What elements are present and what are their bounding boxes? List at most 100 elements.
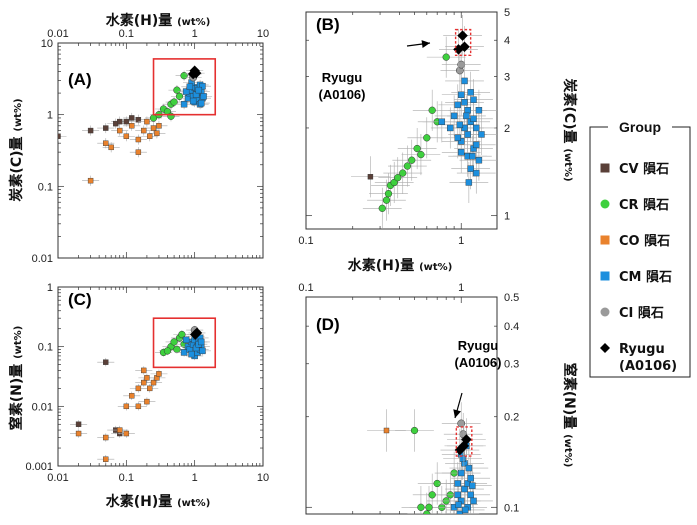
panel-b: 0.1 1 1 2 3 4 5 水素(H)量 (wt%) 炭素(C)量 (wt%) (B) Ryug…: [298, 7, 578, 274]
point-cr: [423, 134, 431, 142]
x-tick-label: 0.1: [119, 472, 134, 484]
point-cr: [173, 86, 181, 94]
minor-ticks: [57, 287, 263, 467]
point-cr: [384, 190, 393, 198]
point-ryugu: [189, 65, 200, 77]
plot-frame: [57, 42, 264, 259]
point-cm: [458, 469, 465, 477]
point-co: [141, 127, 147, 134]
point-co: [135, 136, 142, 143]
minor-ticks: [57, 43, 263, 259]
y-tick-label: 0.1: [38, 181, 53, 193]
point-cr: [378, 204, 386, 212]
point-cm: [454, 491, 461, 499]
ryugu-highlight-box: [454, 28, 472, 57]
point-cm: [465, 464, 473, 472]
legend-title: Group: [619, 119, 661, 135]
legend-item-cr: CR 隕石: [600, 198, 669, 213]
legend-marker-cr: [600, 199, 610, 209]
panel-label: (A): [68, 70, 92, 89]
point-cm: [467, 474, 474, 482]
ryugu-highlight-box: [152, 317, 217, 369]
point-cm: [475, 157, 483, 164]
point-cm: [199, 82, 206, 90]
point-cm: [189, 97, 197, 105]
point-cm: [461, 485, 468, 493]
y-tick-label: 5: [504, 7, 510, 19]
y-tick-label: 2: [504, 123, 510, 135]
y-tick-label: 0.4: [504, 321, 519, 333]
point-cr: [442, 53, 450, 61]
minor-ticks: [305, 11, 497, 230]
point-cm: [200, 93, 207, 100]
point-cr: [425, 503, 433, 511]
point-cr: [175, 92, 184, 101]
point-co: [135, 149, 142, 155]
point-co: [144, 375, 150, 381]
point-cm: [470, 96, 477, 103]
x-tick-label: 0.1: [119, 28, 134, 40]
x-tick-label: 1: [458, 235, 464, 247]
point-cm: [455, 501, 462, 508]
point-co: [103, 140, 109, 146]
point-co: [123, 403, 130, 410]
point-cv: [103, 125, 109, 131]
panel-label: (B): [316, 15, 340, 34]
x-tick-label: 1: [192, 28, 198, 40]
point-co: [141, 379, 147, 386]
point-cv: [367, 174, 374, 180]
legend-marker-cm: [600, 271, 610, 281]
point-cm: [454, 134, 461, 142]
series-ci: [440, 44, 481, 92]
point-cr: [399, 169, 407, 177]
x-axis-label: 水素(H)量 (wt%): [348, 257, 453, 274]
y-axis-label: 炭素(C)量 (wt%): [8, 98, 25, 201]
y-axis-label: 窒素(N)量 (wt%): [561, 363, 578, 468]
point-cv: [117, 118, 123, 125]
point-cm: [465, 179, 473, 186]
y-tick-label: 1: [47, 282, 53, 294]
x-tick-label: 0.1: [298, 235, 313, 247]
point-cm: [458, 149, 465, 156]
ryugu-annotation: Ryugu (A0106): [319, 40, 431, 102]
point-cr: [408, 156, 416, 164]
y-tick-label: 0.1: [504, 502, 519, 514]
y-tick-label: 0.3: [504, 359, 519, 371]
point-cm: [458, 138, 465, 145]
point-cm: [198, 99, 205, 107]
legend-title-mask: [608, 118, 672, 136]
panel-label: (C): [68, 290, 92, 309]
point-cm: [456, 510, 464, 514]
ryugu-highlight-box: [152, 58, 217, 116]
point-cr: [417, 150, 425, 159]
point-cm: [469, 152, 476, 160]
point-cm: [180, 349, 188, 356]
x-tick-label: 10: [257, 472, 269, 484]
point-co: [129, 123, 135, 129]
point-cm: [461, 99, 468, 106]
point-cm: [182, 88, 190, 95]
point-co: [75, 430, 82, 437]
point-cm: [467, 491, 474, 499]
point-cr: [173, 345, 181, 354]
point-cr: [428, 491, 436, 499]
series-cv: [351, 156, 390, 198]
plot-frame: [305, 296, 498, 515]
point-cr: [413, 144, 421, 153]
point-cm: [475, 107, 483, 114]
legend-label: CV 隕石: [619, 162, 669, 177]
series-co: [82, 116, 168, 186]
legend-item-ryugu: Ryugu (A0106): [600, 342, 677, 374]
point-cm: [188, 350, 195, 358]
point-cm: [464, 107, 471, 114]
legend-marker-cv: [600, 163, 610, 173]
data-points: [367, 402, 493, 514]
point-cm: [180, 100, 188, 108]
series-cv: [70, 357, 129, 438]
point-co: [150, 379, 157, 386]
arrow-head: [421, 40, 430, 49]
point-cr: [180, 72, 188, 80]
point-cm: [473, 169, 480, 177]
point-cr: [423, 510, 431, 514]
